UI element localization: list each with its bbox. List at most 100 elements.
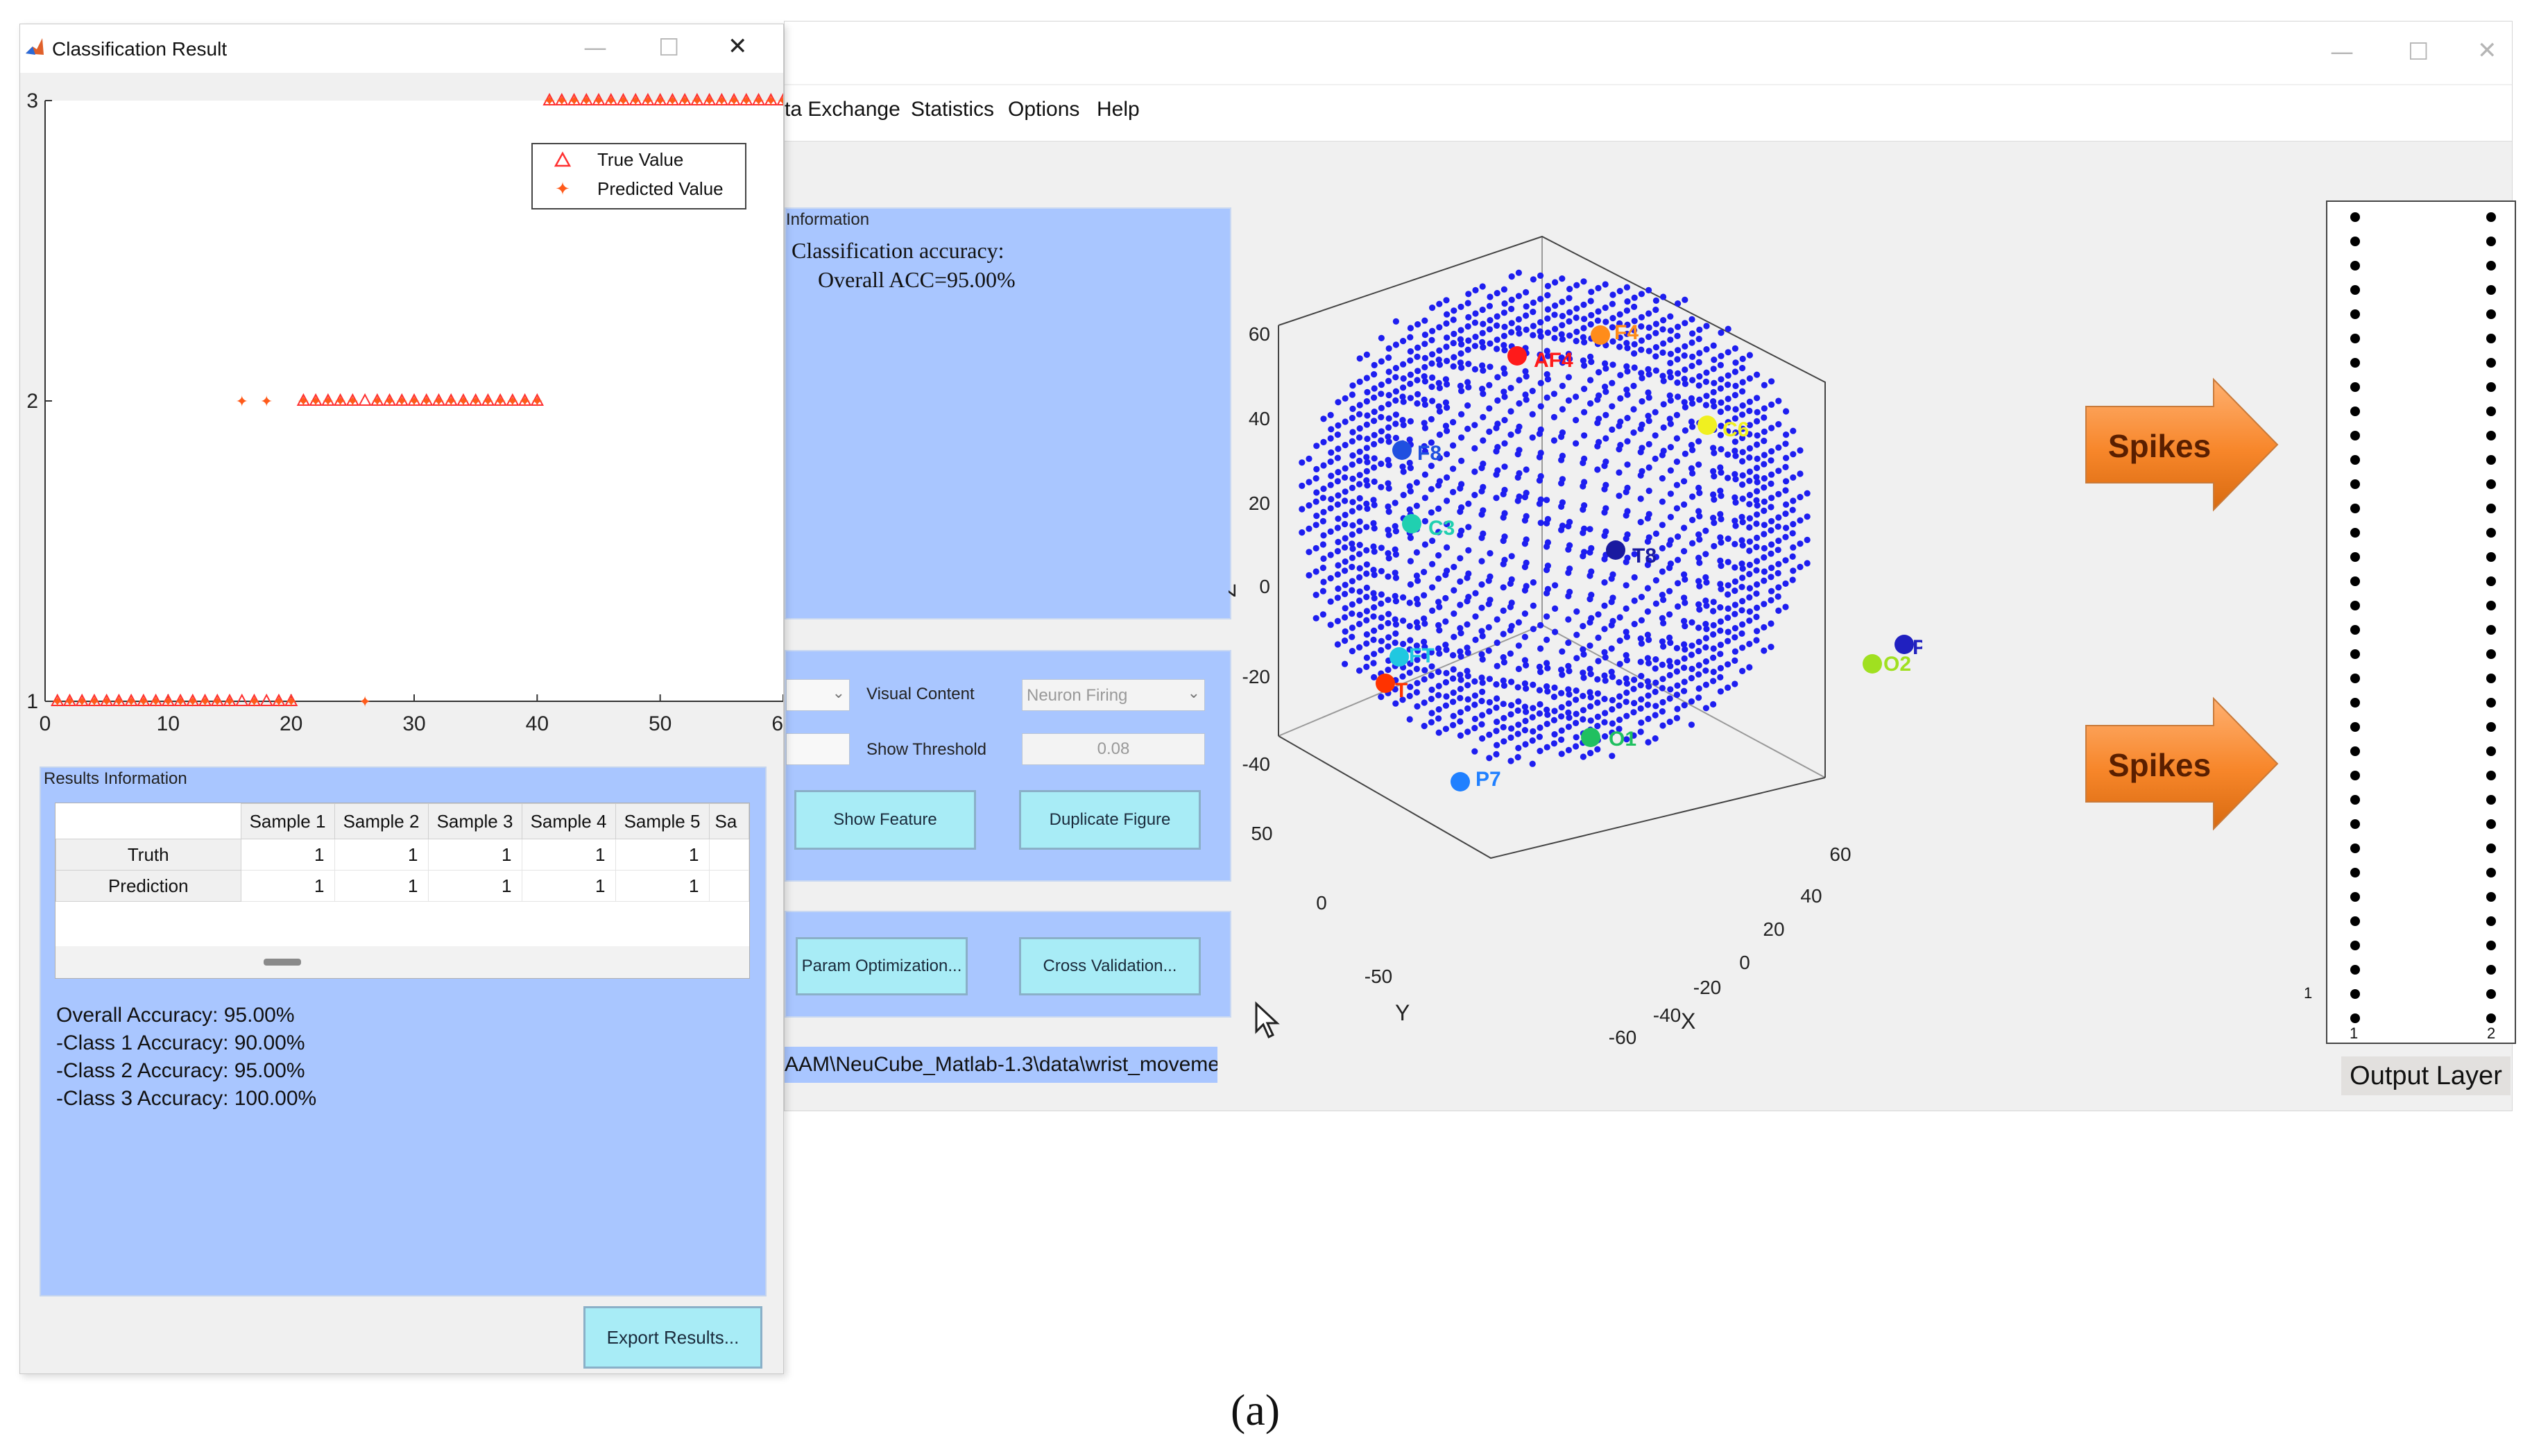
neuron-point bbox=[1450, 666, 1457, 673]
neuron-point bbox=[1435, 599, 1442, 606]
neuron-point bbox=[1349, 415, 1355, 422]
neuron-point bbox=[1392, 551, 1399, 558]
data-path-field[interactable]: AAM\NeuCube_Matlab-1.3\data\wrist_moveme bbox=[785, 1047, 1217, 1083]
neuron-point bbox=[1631, 364, 1638, 371]
neuron-point bbox=[1349, 382, 1356, 389]
neuron-point bbox=[1673, 435, 1680, 442]
neuron-point bbox=[1486, 755, 1493, 762]
minimize-icon[interactable]: — bbox=[2330, 38, 2354, 66]
neuron-point bbox=[1666, 611, 1673, 618]
output-neuron-dot bbox=[2350, 795, 2360, 805]
neuron-point bbox=[1558, 480, 1565, 487]
neuron-point bbox=[1711, 473, 1718, 480]
neuron-point bbox=[1761, 568, 1768, 575]
neuron-point bbox=[1630, 685, 1637, 692]
neuron-point bbox=[1702, 644, 1709, 651]
neuron-point bbox=[1768, 480, 1774, 487]
duplicate-figure-button[interactable]: Duplicate Figure bbox=[1019, 790, 1201, 850]
neuron-point bbox=[1688, 418, 1695, 425]
neuron-point bbox=[1710, 669, 1717, 676]
param-optimization-button[interactable]: Param Optimization... bbox=[796, 937, 968, 995]
table-cell: 1 bbox=[521, 839, 616, 871]
neuron-point bbox=[1746, 375, 1753, 382]
cross-validation-button[interactable]: Cross Validation... bbox=[1019, 937, 1201, 995]
neuron-point bbox=[1523, 685, 1530, 692]
menu-data-exchange[interactable]: ta Exchange bbox=[785, 98, 900, 121]
menu-options[interactable]: Options bbox=[1008, 98, 1080, 121]
neuron-point bbox=[1623, 386, 1630, 393]
neuron-point bbox=[1739, 458, 1746, 465]
neuron-point bbox=[1725, 372, 1731, 379]
neuron-point bbox=[1472, 590, 1479, 597]
close-icon[interactable]: ✕ bbox=[2477, 37, 2497, 65]
neuron-point bbox=[1659, 349, 1666, 356]
neuron-point bbox=[1558, 727, 1565, 734]
neuron-point bbox=[1421, 620, 1428, 627]
neuron-point bbox=[1688, 339, 1695, 346]
neuron-point bbox=[1717, 361, 1724, 368]
neuron-point bbox=[1645, 324, 1652, 331]
z-axis-label: Z bbox=[1229, 583, 1240, 597]
neuron-point bbox=[1457, 685, 1464, 692]
neucube-3d-plot[interactable]: AF4F4C6F8C3P8TFTT8O2O1P7 6040200-20-4060… bbox=[1229, 167, 1922, 1069]
neuron-point bbox=[1666, 658, 1673, 665]
horizontal-scrollbar[interactable] bbox=[55, 946, 749, 978]
neuron-point bbox=[1543, 543, 1550, 550]
output-neuron-dot bbox=[2350, 649, 2360, 659]
visual-content-select[interactable]: Neuron Firing ⌄ bbox=[1022, 679, 1205, 711]
neuron-point bbox=[1407, 357, 1414, 364]
neuron-point bbox=[1710, 398, 1717, 405]
maximize-icon[interactable]: ☐ bbox=[2408, 38, 2429, 66]
neuron-point bbox=[1616, 614, 1623, 621]
show-feature-button[interactable]: Show Feature bbox=[794, 790, 976, 850]
output-neuron-dot bbox=[2350, 941, 2360, 950]
minimize-icon[interactable]: — bbox=[583, 34, 607, 62]
scrollbar-thumb[interactable] bbox=[264, 959, 301, 966]
neuron-point bbox=[1638, 314, 1645, 320]
neuron-point bbox=[1710, 445, 1717, 452]
left-dropdown[interactable]: ⌄ bbox=[786, 679, 850, 711]
neuron-point bbox=[1471, 492, 1478, 499]
menu-statistics[interactable]: Statistics bbox=[911, 98, 995, 121]
neuron-point bbox=[1639, 398, 1645, 405]
neuron-point bbox=[1444, 544, 1451, 551]
neuron-point bbox=[1514, 754, 1521, 761]
neuron-point bbox=[1523, 708, 1530, 715]
table-corner bbox=[55, 803, 241, 839]
predicted-value-point: ✦ bbox=[100, 693, 112, 710]
neuron-point bbox=[1645, 464, 1652, 471]
neuron-point bbox=[1689, 470, 1696, 477]
neuron-point bbox=[1695, 601, 1702, 608]
output-neuron-dot bbox=[2350, 309, 2360, 319]
neuron-point bbox=[1754, 395, 1761, 402]
neuron-point bbox=[1458, 411, 1465, 418]
left-input-field[interactable] bbox=[786, 733, 850, 765]
results-table-container[interactable]: Sample 1 Sample 2 Sample 3 Sample 4 Samp… bbox=[55, 803, 750, 979]
neuron-point bbox=[1400, 594, 1407, 601]
neuron-point bbox=[1731, 588, 1738, 594]
true-value-point bbox=[148, 693, 163, 706]
export-results-button[interactable]: Export Results... bbox=[583, 1306, 762, 1369]
show-threshold-input[interactable]: 0.08 bbox=[1022, 733, 1205, 765]
neuron-point bbox=[1660, 317, 1667, 324]
neuron-point bbox=[1652, 703, 1659, 710]
neuron-point bbox=[1442, 726, 1449, 733]
neuron-point bbox=[1378, 646, 1385, 654]
close-icon[interactable]: ✕ bbox=[728, 33, 748, 60]
neuron-point bbox=[1645, 389, 1652, 396]
neuron-point bbox=[1609, 379, 1616, 386]
neuron-point bbox=[1451, 633, 1457, 640]
maximize-icon[interactable]: ☐ bbox=[658, 34, 680, 62]
neuron-point bbox=[1644, 655, 1651, 662]
neuron-point bbox=[1565, 746, 1572, 753]
neuron-point bbox=[1551, 311, 1558, 318]
neuron-point bbox=[1630, 382, 1637, 389]
menu-help[interactable]: Help bbox=[1097, 98, 1140, 121]
neuron-point bbox=[1718, 376, 1725, 383]
electrode-marker bbox=[1697, 416, 1717, 435]
neuron-point bbox=[1580, 674, 1587, 681]
neuron-point bbox=[1479, 735, 1486, 742]
table-cell bbox=[708, 870, 749, 902]
neuron-point bbox=[1761, 382, 1768, 388]
neuron-point bbox=[1530, 728, 1537, 735]
